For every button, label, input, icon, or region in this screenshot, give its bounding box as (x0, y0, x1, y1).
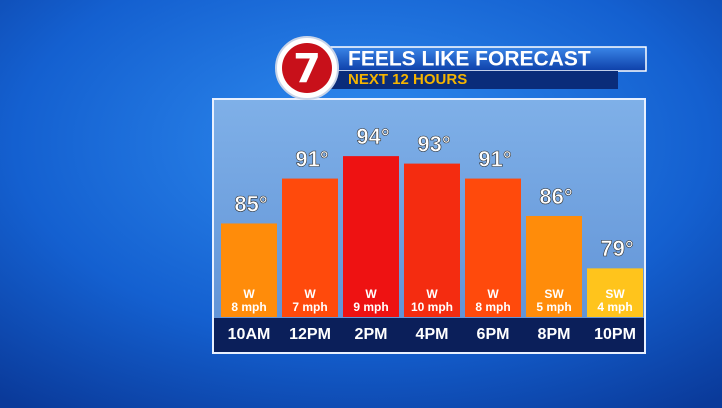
wind-direction: W (243, 287, 255, 301)
wind-direction: W (487, 287, 499, 301)
bar (526, 215, 582, 317)
chart-title: FEELS LIKE FORECAST (348, 48, 591, 71)
value-label: 79° (600, 236, 633, 261)
x-tick-label: 12PM (289, 326, 331, 343)
subtitle-banner (318, 71, 618, 89)
x-tick-label: 2PM (355, 326, 388, 343)
wind-speed: 9 mph (353, 300, 388, 314)
x-tick-label: 10AM (228, 326, 271, 343)
wind-direction: W (426, 287, 438, 301)
wind-speed: 8 mph (231, 300, 266, 314)
x-tick-label: 4PM (416, 326, 449, 343)
bar (282, 178, 338, 317)
wind-speed: 8 mph (475, 300, 510, 314)
wind-speed: 7 mph (292, 300, 327, 314)
value-label: 91° (478, 146, 511, 171)
logo-disc (282, 43, 332, 93)
chart-subtitle: NEXT 12 HOURS (348, 71, 467, 88)
logo: 7 (293, 46, 321, 92)
x-tick-label: 8PM (538, 326, 571, 343)
wind-speed: 4 mph (597, 300, 632, 314)
x-tick-label: 6PM (477, 326, 510, 343)
wind-direction: W (365, 287, 377, 301)
value-label: 85° (234, 191, 267, 216)
value-label: 93° (417, 131, 450, 156)
wind-speed: 10 mph (411, 300, 453, 314)
value-label: 91° (295, 146, 328, 171)
value-label: 86° (539, 184, 572, 209)
wind-direction: SW (605, 287, 625, 301)
bar (587, 268, 643, 317)
wind-direction: W (304, 287, 316, 301)
wind-direction: SW (544, 287, 564, 301)
x-tick-label: 10PM (594, 326, 636, 343)
bar (343, 156, 399, 317)
wind-speed: 5 mph (536, 300, 571, 314)
category-strip (214, 318, 644, 352)
value-label: 94° (356, 124, 389, 149)
bar (465, 178, 521, 317)
bar (221, 223, 277, 317)
bar (404, 163, 460, 317)
